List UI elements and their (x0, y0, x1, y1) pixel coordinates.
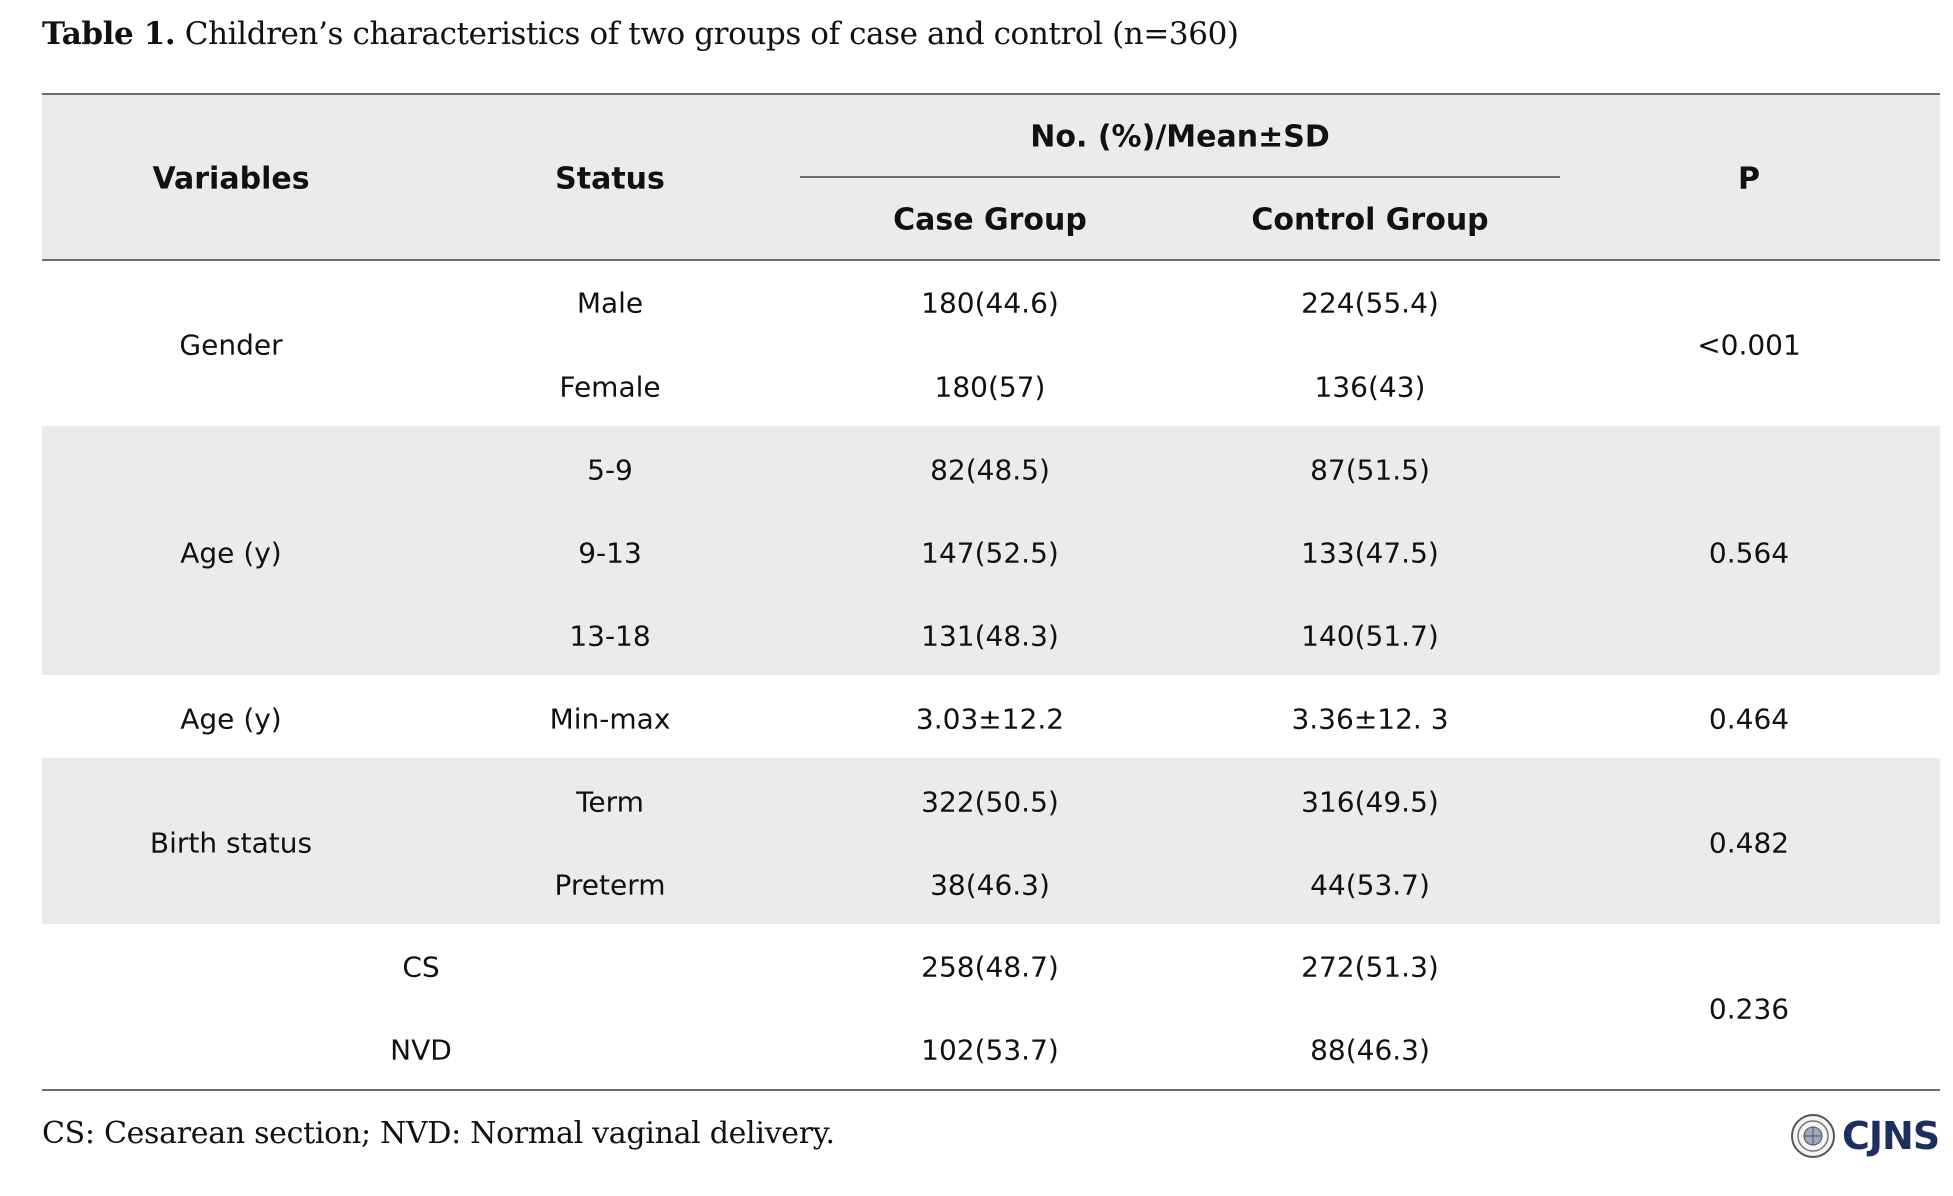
case-value-cell: 131(48.3) (921, 619, 1059, 653)
header-bottom-rule (42, 259, 1940, 261)
table-caption: Table 1. Children’s characteristics of t… (42, 16, 1239, 52)
p-value-cell: <0.001 (1697, 328, 1801, 362)
control-value-cell: 136(43) (1314, 370, 1426, 404)
variable-cell: Age (y) (180, 536, 282, 570)
status-cell: Min-max (549, 702, 671, 736)
control-value-cell: 133(47.5) (1301, 536, 1439, 570)
case-value-cell: 102(53.7) (921, 1033, 1059, 1067)
column-header-variables: Variables (152, 161, 310, 197)
variable-cell: Age (y) (180, 702, 282, 736)
control-value-cell: 272(51.3) (1301, 950, 1439, 984)
table-bottom-rule (42, 1089, 1940, 1091)
journal-seal-icon (1790, 1113, 1836, 1159)
control-value-cell: 224(55.4) (1301, 286, 1439, 320)
case-value-cell: 258(48.7) (921, 950, 1059, 984)
case-value-cell: 38(46.3) (930, 868, 1050, 902)
group-header-rule (800, 176, 1560, 178)
case-value-cell: 180(57) (934, 370, 1046, 404)
status-cell: 13-18 (569, 619, 651, 653)
status-cell: Male (576, 286, 644, 320)
row-band-age (42, 426, 1940, 675)
case-value-cell: 322(50.5) (921, 785, 1059, 819)
variable-cell: Gender (179, 328, 283, 362)
p-value-cell: 0.464 (1708, 702, 1790, 736)
journal-logo-text: CJNS (1842, 1114, 1940, 1158)
column-header-case: Case Group (893, 202, 1087, 238)
case-value-cell: 147(52.5) (921, 536, 1059, 570)
status-cell: Preterm (554, 868, 666, 902)
column-header-control: Control Group (1251, 202, 1489, 238)
p-value-cell: 0.482 (1708, 826, 1790, 860)
row-band-birth-status (42, 758, 1940, 924)
p-value-cell: 0.564 (1708, 536, 1790, 570)
control-value-cell: 88(46.3) (1310, 1033, 1430, 1067)
status-cell: 9-13 (578, 536, 642, 570)
column-header-status: Status (555, 161, 665, 197)
p-value-cell: 0.236 (1708, 992, 1790, 1026)
case-value-cell: 3.03±12.2 (915, 702, 1065, 736)
status-cell: Term (576, 785, 644, 819)
control-value-cell: 87(51.5) (1310, 453, 1430, 487)
variable-cell: Birth status (149, 826, 313, 860)
control-value-cell: 316(49.5) (1301, 785, 1439, 819)
table-top-rule (42, 93, 1940, 95)
column-group-header: No. (%)/Mean±SD (1030, 119, 1330, 155)
column-header-p: P (1738, 161, 1760, 197)
case-value-cell: 82(48.5) (930, 453, 1050, 487)
control-value-cell: 140(51.7) (1301, 619, 1439, 653)
table-footnote: CS: Cesarean section; NVD: Normal vagina… (42, 1116, 835, 1151)
status-cell: CS (402, 950, 440, 984)
status-cell: 5-9 (587, 453, 633, 487)
table-caption-text: Children’s characteristics of two groups… (175, 16, 1239, 52)
table-caption-label: Table 1. (42, 16, 176, 52)
control-value-cell: 44(53.7) (1310, 868, 1430, 902)
control-value-cell: 3.36±12. 3 (1291, 702, 1449, 736)
case-value-cell: 180(44.6) (921, 286, 1059, 320)
journal-logo: CJNS (1790, 1110, 1940, 1162)
status-cell: NVD (390, 1033, 452, 1067)
status-cell: Female (559, 370, 661, 404)
